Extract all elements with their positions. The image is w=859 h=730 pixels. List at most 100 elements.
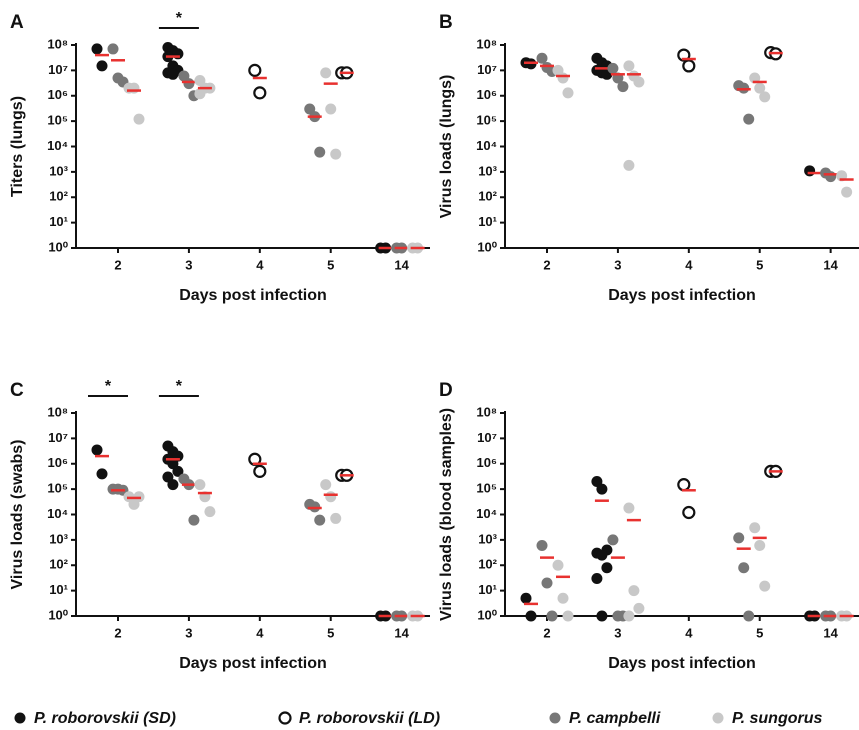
data-point [623,60,635,72]
data-point [91,444,103,456]
significance-label: * [176,378,183,395]
x-tick-label: 3 [614,257,621,272]
y-axis-label: Virus loads (lungs) [438,75,455,219]
y-tick-label: 10⁶ [477,87,497,102]
panel-label: A [10,12,24,33]
y-tick-label: 10¹ [478,582,497,597]
x-axis-label: Days post infection [608,655,756,672]
y-tick-label: 10⁶ [477,455,497,470]
x-tick-label: 14 [823,625,838,640]
y-tick-label: 10⁴ [47,138,68,153]
data-point [825,171,837,183]
data-point [743,113,755,125]
y-tick-label: 10³ [478,163,497,178]
x-tick-label: 4 [685,625,693,640]
data-point [841,186,853,198]
y-tick-label: 10⁰ [48,607,68,622]
y-tick-label: 10⁴ [476,138,497,153]
x-tick-label: 14 [394,257,409,272]
x-tick-label: 5 [327,257,334,272]
y-tick-label: 10² [478,189,497,204]
y-tick-label: 10⁵ [476,481,497,496]
legend-marker [14,712,26,724]
x-tick-label: 5 [756,625,763,640]
data-point [96,60,108,72]
data-point [562,87,574,99]
data-point [194,479,206,491]
data-point [172,465,184,477]
y-axis-label: Virus loads (blood samples) [438,408,455,621]
x-tick-label: 14 [394,625,409,640]
y-tick-label: 10³ [478,531,497,546]
y-tick-label: 10⁷ [48,430,68,445]
y-tick-label: 10⁸ [47,404,68,419]
x-tick-label: 5 [327,625,334,640]
x-axis-label: Days post infection [179,655,327,672]
data-point [596,483,608,495]
data-point [623,610,635,622]
y-tick-label: 10² [49,557,68,572]
data-point [536,52,548,64]
data-point [759,580,771,592]
y-tick-label: 10¹ [49,582,68,597]
data-point [682,59,696,73]
data-point [536,540,548,552]
data-point [314,146,326,158]
y-tick-label: 10⁸ [47,36,68,51]
data-point [253,464,267,478]
significance-label: * [105,378,112,395]
legend-label: P. sungorus [732,710,822,727]
x-tick-label: 3 [185,625,192,640]
x-tick-label: 4 [256,257,264,272]
y-tick-label: 10⁴ [47,506,68,521]
x-tick-label: 2 [543,257,550,272]
data-point [804,165,816,177]
x-tick-label: 3 [185,257,192,272]
y-tick-label: 10² [49,189,68,204]
data-point [743,610,755,622]
data-point [107,43,119,55]
data-point [633,602,645,614]
data-point [253,86,267,100]
y-tick-label: 10⁶ [48,87,68,102]
x-tick-label: 2 [114,257,121,272]
data-point [733,532,745,544]
data-point [591,573,603,585]
y-tick-label: 10³ [49,163,68,178]
legend-marker [278,711,292,725]
data-point [754,540,766,552]
data-point [96,468,108,480]
y-tick-label: 10³ [49,531,68,546]
data-point [188,514,200,526]
data-point [325,491,337,503]
data-point [525,610,537,622]
y-tick-label: 10⁰ [477,607,497,622]
y-axis-label: Virus loads (swabs) [9,440,26,590]
y-tick-label: 10⁸ [476,36,497,51]
data-point [167,68,179,80]
y-tick-label: 10⁷ [477,430,497,445]
legend-marker [549,712,561,724]
data-point [677,478,691,492]
data-point [128,82,140,94]
x-tick-label: 3 [614,625,621,640]
data-point [596,610,608,622]
data-point [607,62,619,74]
x-tick-label: 2 [543,625,550,640]
data-point [682,505,696,520]
legend-marker [712,712,724,724]
data-point [546,610,558,622]
data-point [633,76,645,88]
y-tick-label: 10⁵ [476,113,497,128]
data-point [248,63,262,77]
y-tick-label: 10⁵ [47,481,68,496]
legend-label: P. roborovskii (SD) [34,710,176,727]
data-point [194,88,206,100]
x-tick-label: 4 [256,625,264,640]
significance-label: * [176,10,183,27]
data-point [167,479,179,491]
data-point [749,522,761,534]
data-point [759,91,771,103]
y-tick-label: 10⁷ [477,62,497,77]
